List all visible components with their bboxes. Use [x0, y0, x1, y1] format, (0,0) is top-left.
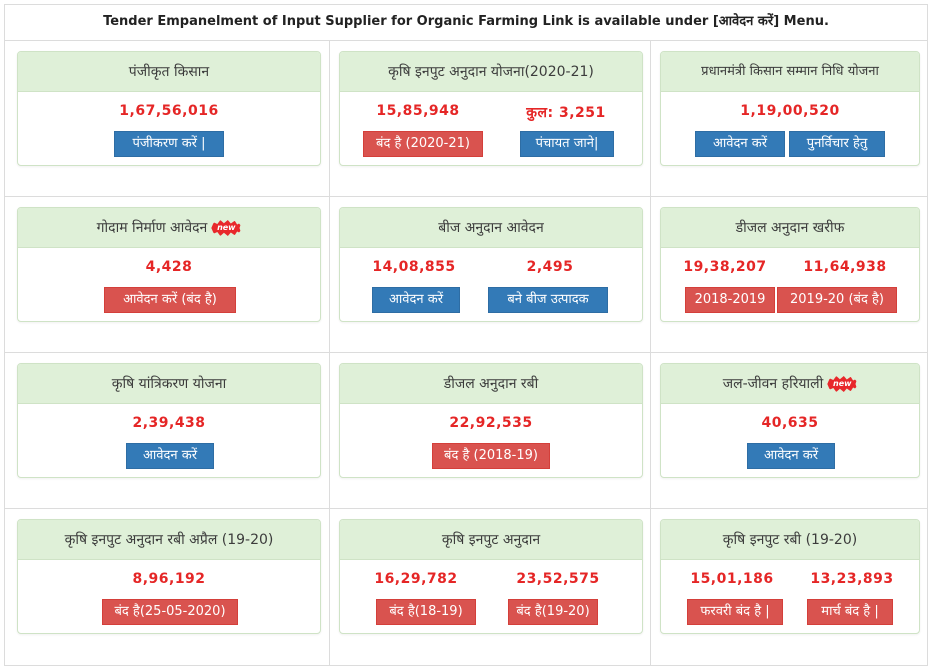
closed-19-20-button[interactable]: बंद है(19-20)	[508, 599, 598, 625]
grid-cell: डीजल अनुदान खरीफ 19,38,207 11,64,938 201…	[651, 197, 927, 353]
apply-closed-button[interactable]: आवेदन करें (बंद है)	[104, 287, 236, 313]
grid-cell: कृषि इनपुट अनुदान रबी अप्रैल (19-20) 8,9…	[5, 509, 330, 665]
grid-cell: डीजल अनुदान रबी 22,92,535 बंद है (2018-1…	[330, 353, 651, 509]
tile-title: प्रधानमंत्री किसान सम्मान निधि योजना	[661, 52, 919, 92]
tile-diesel-rabi: डीजल अनुदान रबी 22,92,535 बंद है (2018-1…	[339, 363, 643, 478]
tile-title: गोदाम निर्माण आवेदन new	[18, 208, 320, 248]
grid-cell: बीज अनुदान आवेदन 14,08,855 2,495 आवेदन क…	[330, 197, 651, 353]
closed-2020-21-button[interactable]: बंद है (2020-21)	[363, 131, 483, 157]
grid-cell: कृषि इनपुट अनुदान 16,29,782 23,52,575 बं…	[330, 509, 651, 665]
tile-title: डीजल अनुदान रबी	[340, 364, 642, 404]
tile-mechanization: कृषि यांत्रिकरण योजना 2,39,438 आवेदन करे…	[17, 363, 321, 478]
year-2018-2019-button[interactable]: 2018-2019	[685, 287, 775, 313]
closed-18-19-button[interactable]: बंद है(18-19)	[376, 599, 476, 625]
tile-godown-construction: गोदाम निर्माण आवेदन new 4,428 आवेदन करें …	[17, 207, 321, 322]
tile-jal-jeevan-hariyali: जल-जीवन हरियाली new 40,635 आवेदन करें	[660, 363, 920, 478]
grid-cell: कृषि यांत्रिकरण योजना 2,39,438 आवेदन करे…	[5, 353, 330, 509]
apply-button[interactable]: आवेदन करें	[747, 443, 835, 469]
grid-cell: जल-जीवन हरियाली new 40,635 आवेदन करें	[651, 353, 927, 509]
jal-jeevan-count: 40,635	[761, 415, 819, 431]
tile-title: पंजीकृत किसान	[18, 52, 320, 92]
tile-title: जल-जीवन हरियाली new	[661, 364, 919, 404]
apply-button[interactable]: आवेदन करें	[695, 131, 785, 157]
march-closed-button[interactable]: मार्च बंद है |	[807, 599, 893, 625]
scheme-grid: पंजीकृत किसान 1,67,56,016 पंजीकरण करें |…	[5, 41, 927, 665]
reconsider-button[interactable]: पुनर्विचार हेतु	[789, 131, 885, 157]
february-count: 15,01,186	[690, 571, 774, 587]
grid-cell: प्रधानमंत्री किसान सम्मान निधि योजना 1,1…	[651, 41, 927, 197]
tile-input-rabi-19-20: कृषि इनपुट रबी (19-20) 15,01,186 13,23,8…	[660, 519, 920, 634]
new-badge-icon: new	[211, 220, 242, 236]
tile-title: कृषि इनपुट अनुदान योजना(2020-21)	[340, 52, 642, 92]
tile-input-subsidy: कृषि इनपुट अनुदान 16,29,782 23,52,575 बं…	[339, 519, 643, 634]
year-2019-20-closed-button[interactable]: 2019-20 (बंद है)	[777, 287, 897, 313]
tile-title: बीज अनुदान आवेदन	[340, 208, 642, 248]
tile-diesel-kharif: डीजल अनुदान खरीफ 19,38,207 11,64,938 201…	[660, 207, 920, 322]
godown-count: 4,428	[145, 259, 193, 275]
tile-title: कृषि इनपुट अनुदान रबी अप्रैल (19-20)	[18, 520, 320, 560]
dashboard-container: Tender Empanelment of Input Supplier for…	[4, 4, 928, 666]
tile-seed-subsidy: बीज अनुदान आवेदन 14,08,855 2,495 आवेदन क…	[339, 207, 643, 322]
tender-notice: Tender Empanelment of Input Supplier for…	[5, 5, 927, 41]
apply-button[interactable]: आवेदन करें	[126, 443, 214, 469]
register-button[interactable]: पंजीकरण करें |	[114, 131, 224, 157]
tile-title-text: जल-जीवन हरियाली	[722, 376, 824, 392]
march-count: 13,23,893	[810, 571, 894, 587]
new-badge-icon: new	[827, 376, 858, 392]
tile-title: डीजल अनुदान खरीफ	[661, 208, 919, 248]
tile-title: कृषि इनपुट अनुदान	[340, 520, 642, 560]
tile-input-rabi-april: कृषि इनपुट अनुदान रबी अप्रैल (19-20) 8,9…	[17, 519, 321, 634]
mechanization-count: 2,39,438	[132, 415, 206, 431]
tile-title: कृषि इनपुट रबी (19-20)	[661, 520, 919, 560]
input-subsidy-18-19-count: 16,29,782	[374, 571, 458, 587]
seed-applications-count: 14,08,855	[372, 259, 456, 275]
february-closed-button[interactable]: फरवरी बंद है |	[687, 599, 783, 625]
apply-button[interactable]: आवेदन करें	[372, 287, 460, 313]
grid-cell: पंजीकृत किसान 1,67,56,016 पंजीकरण करें |	[5, 41, 330, 197]
grid-cell: गोदाम निर्माण आवेदन new 4,428 आवेदन करें …	[5, 197, 330, 353]
seed-producers-count: 2,495	[526, 259, 574, 275]
tile-title-text: गोदाम निर्माण आवेदन	[96, 220, 208, 236]
total-count: कुल: 3,251	[526, 105, 606, 121]
panchayat-button[interactable]: पंचायत जाने|	[520, 131, 614, 157]
applications-count: 15,85,948	[376, 103, 460, 119]
diesel-rabi-count: 22,92,535	[449, 415, 533, 431]
tile-registered-farmers: पंजीकृत किसान 1,67,56,016 पंजीकरण करें |	[17, 51, 321, 166]
input-rabi-april-count: 8,96,192	[132, 571, 206, 587]
grid-cell: कृषि इनपुट अनुदान योजना(2020-21) 15,85,9…	[330, 41, 651, 197]
grid-cell: कृषि इनपुट रबी (19-20) 15,01,186 13,23,8…	[651, 509, 927, 665]
tile-pm-kisan: प्रधानमंत्री किसान सम्मान निधि योजना 1,1…	[660, 51, 920, 166]
diesel-kharif-2018-count: 19,38,207	[683, 259, 767, 275]
tile-input-subsidy-2020-21: कृषि इनपुट अनुदान योजना(2020-21) 15,85,9…	[339, 51, 643, 166]
closed-2018-19-button[interactable]: बंद है (2018-19)	[432, 443, 550, 469]
closed-25-05-2020-button[interactable]: बंद है(25-05-2020)	[102, 599, 238, 625]
become-seed-producer-button[interactable]: बने बीज उत्पादक	[488, 287, 608, 313]
diesel-kharif-2019-count: 11,64,938	[803, 259, 887, 275]
registered-count: 1,67,56,016	[119, 103, 219, 119]
pm-kisan-count: 1,19,00,520	[740, 103, 840, 119]
input-subsidy-19-20-count: 23,52,575	[516, 571, 600, 587]
tile-title: कृषि यांत्रिकरण योजना	[18, 364, 320, 404]
